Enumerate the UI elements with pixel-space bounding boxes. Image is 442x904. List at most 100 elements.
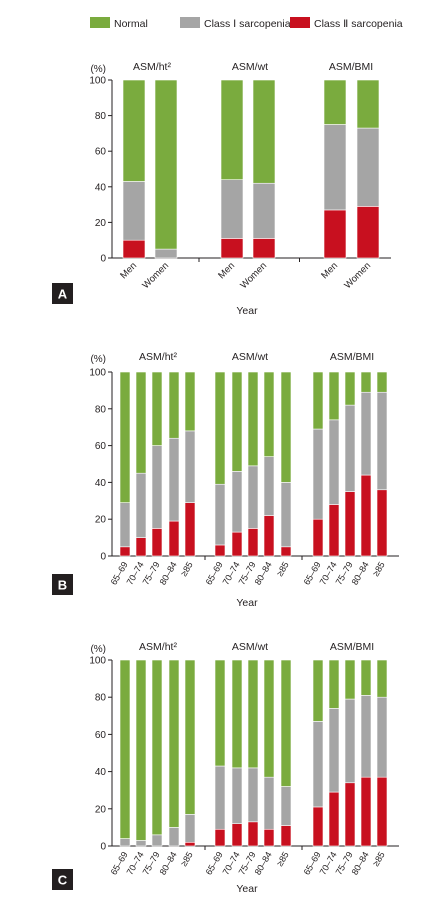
bar-a-asm-ht-men-normal xyxy=(122,79,146,182)
bar-a-asm-ht-men-class-sarcopenia xyxy=(122,181,146,241)
bar-b-asm-bmi-65-69-class-sarcopenia xyxy=(312,518,324,557)
bar-a-asm-wt-women-class-sarcopenia xyxy=(252,182,276,239)
x-tick-label-b-asm-bmi-85: ≥85 xyxy=(371,560,387,578)
bar-b-asm-bmi-70-74-class-sarcopenia xyxy=(328,504,340,557)
y-tick-label-c-40: 40 xyxy=(95,767,107,778)
bar-c-asm-bmi-70-74-normal xyxy=(328,659,340,709)
bar-b-asm-ht-70-74-class-sarcopenia xyxy=(135,537,147,557)
bar-a-asm-bmi-women-class-sarcopenia xyxy=(356,127,380,207)
bar-c-asm-ht-75-79-normal xyxy=(151,659,163,836)
bar-a-asm-wt-men-class-sarcopenia xyxy=(220,238,244,259)
x-tick-label-c-asm-bmi-85: ≥85 xyxy=(371,850,387,868)
legend-swatch-class-2 xyxy=(290,17,310,28)
group-title-c-asm-wt: ASM/wt xyxy=(232,641,268,653)
panel-badge-b xyxy=(52,574,73,595)
bar-c-asm-bmi-80-84-normal xyxy=(360,659,372,696)
bar-c-asm-wt-75-79-normal xyxy=(247,659,259,769)
bar-b-asm-wt-65-69-class-sarcopenia xyxy=(214,544,226,557)
bar-b-asm-bmi-85-normal xyxy=(376,371,388,393)
x-tick-label-b-asm-ht-80-84: 80–84 xyxy=(158,560,179,587)
bar-a-asm-bmi-women-class-sarcopenia xyxy=(356,206,380,259)
y-tick-label-b-40: 40 xyxy=(95,478,107,489)
y-tick-label-a-100: 100 xyxy=(89,76,106,87)
bar-b-asm-wt-80-84-normal xyxy=(263,371,275,457)
panel-label-a: A xyxy=(58,287,68,302)
bar-c-asm-ht-70-74-normal xyxy=(135,659,147,841)
group-title-a-asm-ht: ASM/ht² xyxy=(133,61,171,73)
x-tick-label-a-asm-bmi-women: Women xyxy=(342,260,373,291)
bar-c-asm-wt-70-74-normal xyxy=(231,659,243,769)
bar-c-asm-bmi-65-69-normal xyxy=(312,659,324,722)
bar-b-asm-ht-80-84-class-sarcopenia xyxy=(168,437,180,522)
y-tick-label-c-100: 100 xyxy=(89,656,106,667)
bar-c-asm-bmi-75-79-normal xyxy=(344,659,356,700)
bar-b-asm-ht-65-69-class-sarcopenia xyxy=(119,546,131,557)
bar-c-asm-bmi-85-class-sarcopenia xyxy=(376,696,388,778)
x-tick-label-a-asm-ht-women: Women xyxy=(140,260,171,291)
bar-b-asm-wt-70-74-class-sarcopenia xyxy=(231,531,243,557)
panel-label-c: C xyxy=(58,873,68,888)
bar-c-asm-wt-85-class-sarcopenia xyxy=(280,825,292,847)
y-axis-label-a: (%) xyxy=(90,64,106,75)
bar-b-asm-ht-85-class-sarcopenia xyxy=(184,430,196,503)
x-tick-label-a-asm-wt-women: Women xyxy=(238,260,269,291)
bar-c-asm-bmi-85-class-sarcopenia xyxy=(376,776,388,847)
bar-c-asm-wt-80-84-normal xyxy=(263,659,275,778)
y-tick-label-b-20: 20 xyxy=(95,515,107,526)
legend-swatch-class-1 xyxy=(180,17,200,28)
bar-b-asm-bmi-65-69-class-sarcopenia xyxy=(312,428,324,520)
bar-c-asm-wt-70-74-class-sarcopenia xyxy=(231,823,243,847)
bar-a-asm-bmi-men-class-sarcopenia xyxy=(323,124,347,211)
bar-b-asm-wt-80-84-class-sarcopenia xyxy=(263,515,275,557)
x-tick-label-a-asm-ht-men: Men xyxy=(118,260,139,281)
group-title-a-asm-wt: ASM/wt xyxy=(232,61,268,73)
bar-b-asm-ht-70-74-class-sarcopenia xyxy=(135,472,147,538)
bar-a-asm-ht-men-class-sarcopenia xyxy=(122,239,146,259)
bar-b-asm-bmi-85-class-sarcopenia xyxy=(376,391,388,491)
bar-b-asm-ht-65-69-class-sarcopenia xyxy=(119,502,131,548)
bar-a-asm-bmi-women-normal xyxy=(356,79,380,129)
legend: Normal Class Ⅰ sarcopenia Class Ⅱ sarcop… xyxy=(90,17,403,30)
bar-b-asm-ht-75-79-normal xyxy=(151,371,163,446)
bar-c-asm-wt-85-class-sarcopenia xyxy=(280,786,292,826)
bar-a-asm-ht-women-normal xyxy=(154,79,178,250)
group-title-c-asm-ht: ASM/ht² xyxy=(139,641,177,653)
bar-c-asm-bmi-80-84-class-sarcopenia xyxy=(360,695,372,778)
x-axis-title-c: Year xyxy=(236,883,258,895)
bar-b-asm-bmi-85-class-sarcopenia xyxy=(376,489,388,557)
bar-b-asm-bmi-75-79-normal xyxy=(344,371,356,406)
bar-c-asm-ht-80-84-class-sarcopenia xyxy=(168,827,180,847)
bar-c-asm-ht-80-84-normal xyxy=(168,659,180,828)
bar-b-asm-bmi-70-74-normal xyxy=(328,371,340,421)
bar-c-asm-bmi-85-normal xyxy=(376,659,388,698)
bar-b-asm-bmi-80-84-class-sarcopenia xyxy=(360,474,372,557)
bar-b-asm-ht-65-69-normal xyxy=(119,371,131,503)
bar-c-asm-ht-85-class-sarcopenia xyxy=(184,841,196,847)
bar-c-asm-bmi-70-74-class-sarcopenia xyxy=(328,708,340,793)
bar-c-asm-ht-85-class-sarcopenia xyxy=(184,814,196,843)
bar-b-asm-ht-85-class-sarcopenia xyxy=(184,502,196,557)
bar-b-asm-wt-85-class-sarcopenia xyxy=(280,482,292,548)
group-title-c-asm-bmi: ASM/BMI xyxy=(330,641,374,653)
bar-b-asm-wt-65-69-class-sarcopenia xyxy=(214,483,226,546)
y-tick-label-a-40: 40 xyxy=(95,182,107,193)
bar-a-asm-wt-women-class-sarcopenia xyxy=(252,238,276,259)
bar-b-asm-bmi-70-74-class-sarcopenia xyxy=(328,419,340,505)
y-tick-label-c-60: 60 xyxy=(95,730,107,741)
x-tick-label-a-asm-bmi-men: Men xyxy=(319,260,340,281)
bar-c-asm-ht-70-74-class-sarcopenia xyxy=(135,840,147,847)
bar-b-asm-ht-85-normal xyxy=(184,371,196,432)
legend-label-normal: Normal xyxy=(114,18,148,30)
x-tick-label-c-asm-ht-80-84: 80–84 xyxy=(158,850,179,877)
bar-c-asm-bmi-65-69-class-sarcopenia xyxy=(312,721,324,808)
x-tick-label-c-asm-ht-85: ≥85 xyxy=(179,850,195,868)
bar-b-asm-bmi-65-69-normal xyxy=(312,371,324,430)
x-tick-label-c-asm-wt-85: ≥85 xyxy=(275,850,291,868)
y-tick-label-c-0: 0 xyxy=(100,842,106,853)
y-tick-label-b-100: 100 xyxy=(89,368,106,379)
bar-c-asm-bmi-75-79-class-sarcopenia xyxy=(344,782,356,847)
bar-b-asm-ht-70-74-normal xyxy=(135,371,147,474)
